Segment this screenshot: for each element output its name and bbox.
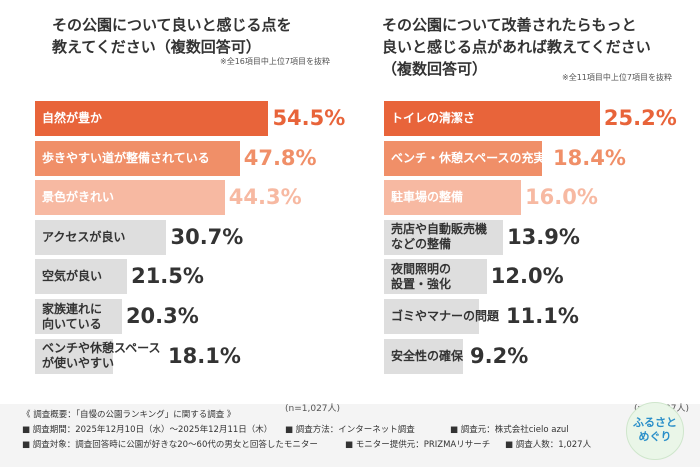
chart-title: 良いと感じる点があれば教えてください bbox=[382, 38, 651, 56]
bar bbox=[35, 338, 113, 374]
footer-text: ■ 調査元：株式会社cielo azul bbox=[450, 425, 569, 435]
value-label: 21.5% bbox=[131, 264, 204, 289]
note: ※全16項目中上位7項目を抜粋 bbox=[220, 57, 330, 66]
value-label: 44.3% bbox=[228, 185, 302, 210]
category-label: 景色がきれい bbox=[42, 190, 115, 205]
bar bbox=[35, 259, 128, 295]
bar bbox=[384, 219, 504, 255]
footer-text: 《 調査概要：「自慢の公園ランキング」に関する調査 》 bbox=[22, 410, 236, 420]
value-label: 18.4% bbox=[553, 145, 626, 170]
category-label: 空気が良い bbox=[42, 269, 103, 284]
bar bbox=[35, 180, 225, 216]
category-label: トイレの清潔さ bbox=[391, 111, 476, 125]
bar bbox=[384, 299, 480, 334]
bar bbox=[384, 140, 542, 176]
logo-circle bbox=[626, 402, 684, 460]
category-label: 安全性の確保 bbox=[391, 348, 464, 363]
chart-title: 教えてください（複数回答可） bbox=[52, 38, 261, 56]
bar bbox=[384, 101, 600, 136]
bar bbox=[35, 101, 269, 136]
chart-title: その公園について改善されたらもっと bbox=[382, 16, 637, 34]
category-label: 売店や自動販売機 などの整備 bbox=[391, 222, 488, 252]
bar bbox=[384, 338, 463, 374]
bar bbox=[384, 180, 522, 216]
footer-text: ■ 調査人数：1,027人 bbox=[505, 440, 592, 450]
bar bbox=[35, 140, 240, 176]
category-label: ゴミやマナーの問題 bbox=[391, 309, 500, 323]
value-label: 54.5% bbox=[272, 106, 346, 130]
value-label: 47.8% bbox=[243, 145, 317, 170]
bar bbox=[384, 259, 487, 295]
footer-text: ■ 調査期間：2025年12月10日（水）～2025年12月11日（木） bbox=[22, 425, 273, 435]
sample-size: (n=1,027人) bbox=[285, 404, 341, 414]
bar bbox=[35, 219, 167, 255]
chart-title: その公園について良いと感じる点を bbox=[52, 16, 292, 34]
bar bbox=[35, 299, 122, 334]
footer-text: ■ モニター提供元：PRIZMAリサーチ bbox=[345, 440, 491, 450]
category-label: ベンチ・休憩スペースの充実 bbox=[391, 150, 546, 165]
category-label: 夜間照明の 設置・強化 bbox=[391, 261, 452, 291]
value-label: 13.9% bbox=[507, 224, 580, 249]
footer-text: ■ 調査方法：インターネット調査 bbox=[285, 425, 415, 435]
value-label: 9.2% bbox=[470, 343, 529, 368]
category-label: アクセスが良い bbox=[42, 229, 126, 244]
category-label: 家族連れに 向いている bbox=[42, 301, 103, 331]
category-label: ベンチや休憩スペース が使いやすい bbox=[42, 341, 161, 371]
value-label: 16.0% bbox=[525, 185, 598, 210]
value-label: 30.7% bbox=[170, 224, 244, 249]
footer-text: ■ 調査対象：調査回答時に公園が好きな20～60代の男女と回答したモニター bbox=[22, 440, 318, 450]
logo: ふるさと めぐり bbox=[633, 416, 677, 443]
value-label: 20.3% bbox=[125, 304, 199, 328]
value-label: 11.1% bbox=[506, 304, 579, 328]
value-label: 18.1% bbox=[168, 343, 241, 368]
category-label: 駐車場の整備 bbox=[391, 190, 464, 205]
category-label: 歩きやすい道が整備されている bbox=[42, 150, 210, 165]
value-label: 25.2% bbox=[603, 106, 677, 130]
chart-title: （複数回答可） bbox=[382, 60, 488, 78]
value-label: 12.0% bbox=[490, 264, 564, 289]
category-label: 自然が豊か bbox=[42, 111, 103, 125]
note: ※全11項目中上位7項目を抜粋 bbox=[562, 73, 672, 82]
